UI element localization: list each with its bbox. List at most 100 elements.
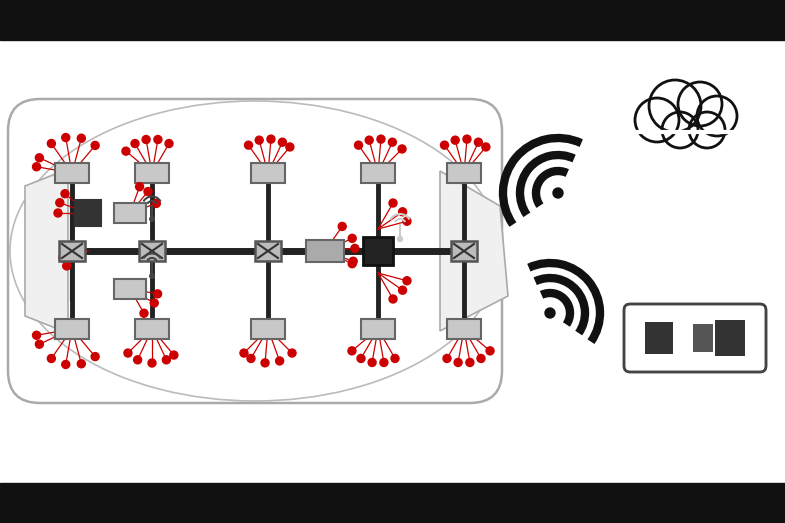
Bar <box>363 237 393 265</box>
Bar <box>306 240 344 262</box>
Circle shape <box>77 134 86 142</box>
Circle shape <box>136 183 144 191</box>
Circle shape <box>348 347 356 355</box>
Bar <box>114 203 146 223</box>
Circle shape <box>91 353 99 360</box>
Bar <box>361 319 395 339</box>
Bar <box>447 163 481 183</box>
Circle shape <box>389 138 396 146</box>
Circle shape <box>47 140 56 147</box>
Circle shape <box>397 236 403 242</box>
Circle shape <box>463 135 471 143</box>
Circle shape <box>63 262 71 270</box>
Circle shape <box>261 359 269 367</box>
Circle shape <box>140 309 148 317</box>
Circle shape <box>553 188 563 198</box>
Circle shape <box>399 208 407 216</box>
FancyBboxPatch shape <box>8 99 502 403</box>
Circle shape <box>368 358 376 367</box>
Bar <box>635 114 735 132</box>
Circle shape <box>338 222 346 231</box>
Circle shape <box>240 349 248 357</box>
Circle shape <box>32 163 41 170</box>
Bar <box>135 319 169 339</box>
Circle shape <box>349 257 357 265</box>
Bar <box>0 483 785 523</box>
Circle shape <box>154 290 162 298</box>
Circle shape <box>357 355 365 362</box>
Circle shape <box>477 355 485 362</box>
Circle shape <box>62 360 70 368</box>
Circle shape <box>545 308 555 318</box>
Bar <box>255 241 281 261</box>
Circle shape <box>47 355 56 362</box>
Bar <box>135 163 169 183</box>
Circle shape <box>474 138 482 146</box>
Bar <box>361 163 395 183</box>
Bar <box>715 320 745 356</box>
Circle shape <box>77 360 86 368</box>
Circle shape <box>440 141 448 149</box>
Circle shape <box>162 356 170 364</box>
Bar <box>75 200 101 226</box>
Circle shape <box>56 199 64 207</box>
Circle shape <box>142 135 150 143</box>
Circle shape <box>399 286 407 294</box>
Circle shape <box>482 143 490 151</box>
Circle shape <box>398 145 406 153</box>
Circle shape <box>451 136 459 144</box>
Circle shape <box>443 355 451 362</box>
Circle shape <box>377 135 385 143</box>
Circle shape <box>59 254 67 262</box>
Bar <box>693 324 713 352</box>
Circle shape <box>144 188 152 196</box>
Bar <box>55 163 89 183</box>
Circle shape <box>148 359 156 367</box>
Circle shape <box>62 133 70 142</box>
Bar <box>365 241 391 261</box>
Bar <box>645 322 673 354</box>
Circle shape <box>635 98 679 142</box>
Circle shape <box>697 96 737 136</box>
Circle shape <box>391 355 399 362</box>
Circle shape <box>133 356 141 364</box>
Bar <box>251 163 285 183</box>
Circle shape <box>678 82 722 126</box>
Circle shape <box>244 141 253 149</box>
Circle shape <box>486 347 494 355</box>
Polygon shape <box>440 171 508 331</box>
Circle shape <box>403 217 411 225</box>
Bar <box>139 241 165 261</box>
Bar <box>447 319 481 339</box>
Circle shape <box>152 199 160 208</box>
Circle shape <box>288 349 296 357</box>
Circle shape <box>454 358 462 367</box>
Bar <box>59 241 85 261</box>
Circle shape <box>32 331 41 339</box>
Circle shape <box>61 190 69 198</box>
FancyBboxPatch shape <box>624 304 766 372</box>
Circle shape <box>389 295 397 303</box>
Circle shape <box>403 277 411 285</box>
Circle shape <box>150 299 159 307</box>
Circle shape <box>349 234 356 242</box>
Circle shape <box>165 140 173 147</box>
Circle shape <box>466 358 474 367</box>
Circle shape <box>279 138 287 146</box>
Circle shape <box>662 112 698 148</box>
Circle shape <box>365 136 373 144</box>
Circle shape <box>276 357 283 365</box>
Circle shape <box>150 274 154 278</box>
Bar <box>251 319 285 339</box>
Circle shape <box>349 260 356 268</box>
Bar <box>55 319 89 339</box>
Circle shape <box>267 135 275 143</box>
Circle shape <box>124 349 132 357</box>
Circle shape <box>649 80 701 132</box>
Circle shape <box>54 209 62 217</box>
Circle shape <box>286 143 294 151</box>
Circle shape <box>380 358 388 367</box>
Polygon shape <box>25 169 68 333</box>
Circle shape <box>247 355 255 362</box>
Circle shape <box>351 244 359 253</box>
